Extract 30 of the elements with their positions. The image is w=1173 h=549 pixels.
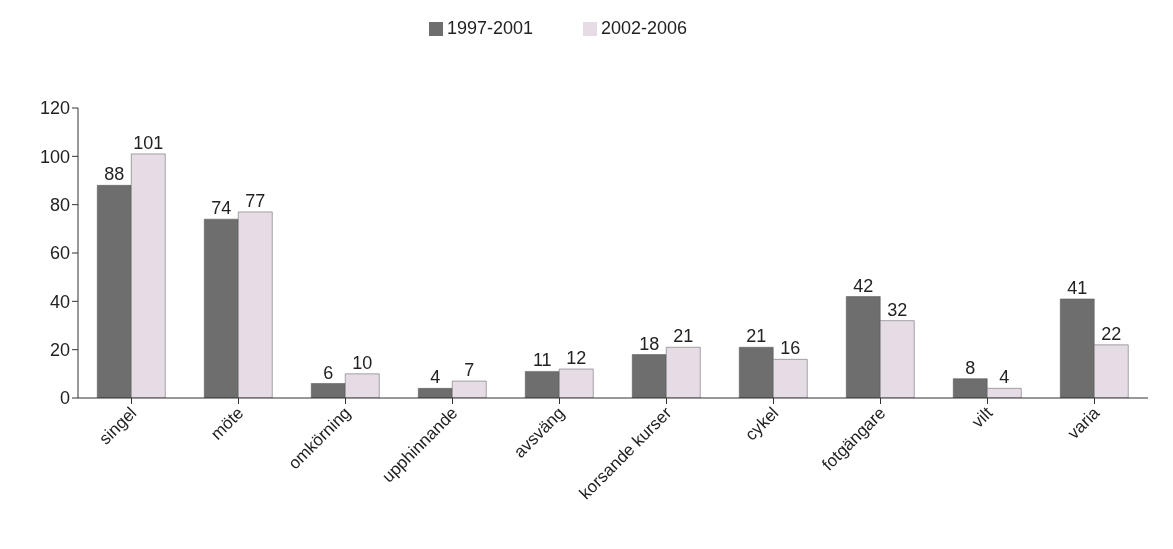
- y-tick-label: 20: [49, 340, 70, 361]
- data-label: 6: [323, 362, 334, 383]
- y-tick-label: 120: [39, 98, 70, 119]
- y-tick-label: 60: [49, 243, 70, 264]
- legend-label: 1997-2001: [446, 18, 533, 38]
- data-label: 41: [1067, 277, 1088, 298]
- data-label: 7: [464, 360, 475, 381]
- data-label: 21: [746, 326, 767, 347]
- data-label: 42: [853, 275, 874, 296]
- data-label: 12: [566, 348, 587, 368]
- data-label: 22: [1101, 323, 1122, 344]
- data-label: 8: [965, 357, 976, 378]
- data-label: 77: [245, 190, 266, 211]
- data-label: 11: [532, 350, 552, 371]
- data-label: 32: [887, 299, 908, 320]
- data-label: 21: [673, 326, 694, 347]
- data-label: 18: [639, 333, 660, 354]
- y-tick-label: 40: [49, 291, 70, 312]
- data-label: 88: [104, 164, 125, 185]
- legend-label: 2002-2006: [601, 18, 688, 38]
- data-label: 74: [211, 198, 232, 219]
- y-tick-label: 100: [39, 146, 70, 167]
- data-label: 4: [430, 367, 441, 388]
- x-tick-label: vilt: [968, 403, 997, 432]
- data-label: 10: [352, 352, 373, 373]
- y-tick-label: 80: [49, 195, 70, 216]
- data-label: 4: [999, 367, 1010, 388]
- data-label: 101: [133, 132, 164, 153]
- y-tick-label: 0: [59, 388, 70, 409]
- data-label: 16: [780, 338, 801, 359]
